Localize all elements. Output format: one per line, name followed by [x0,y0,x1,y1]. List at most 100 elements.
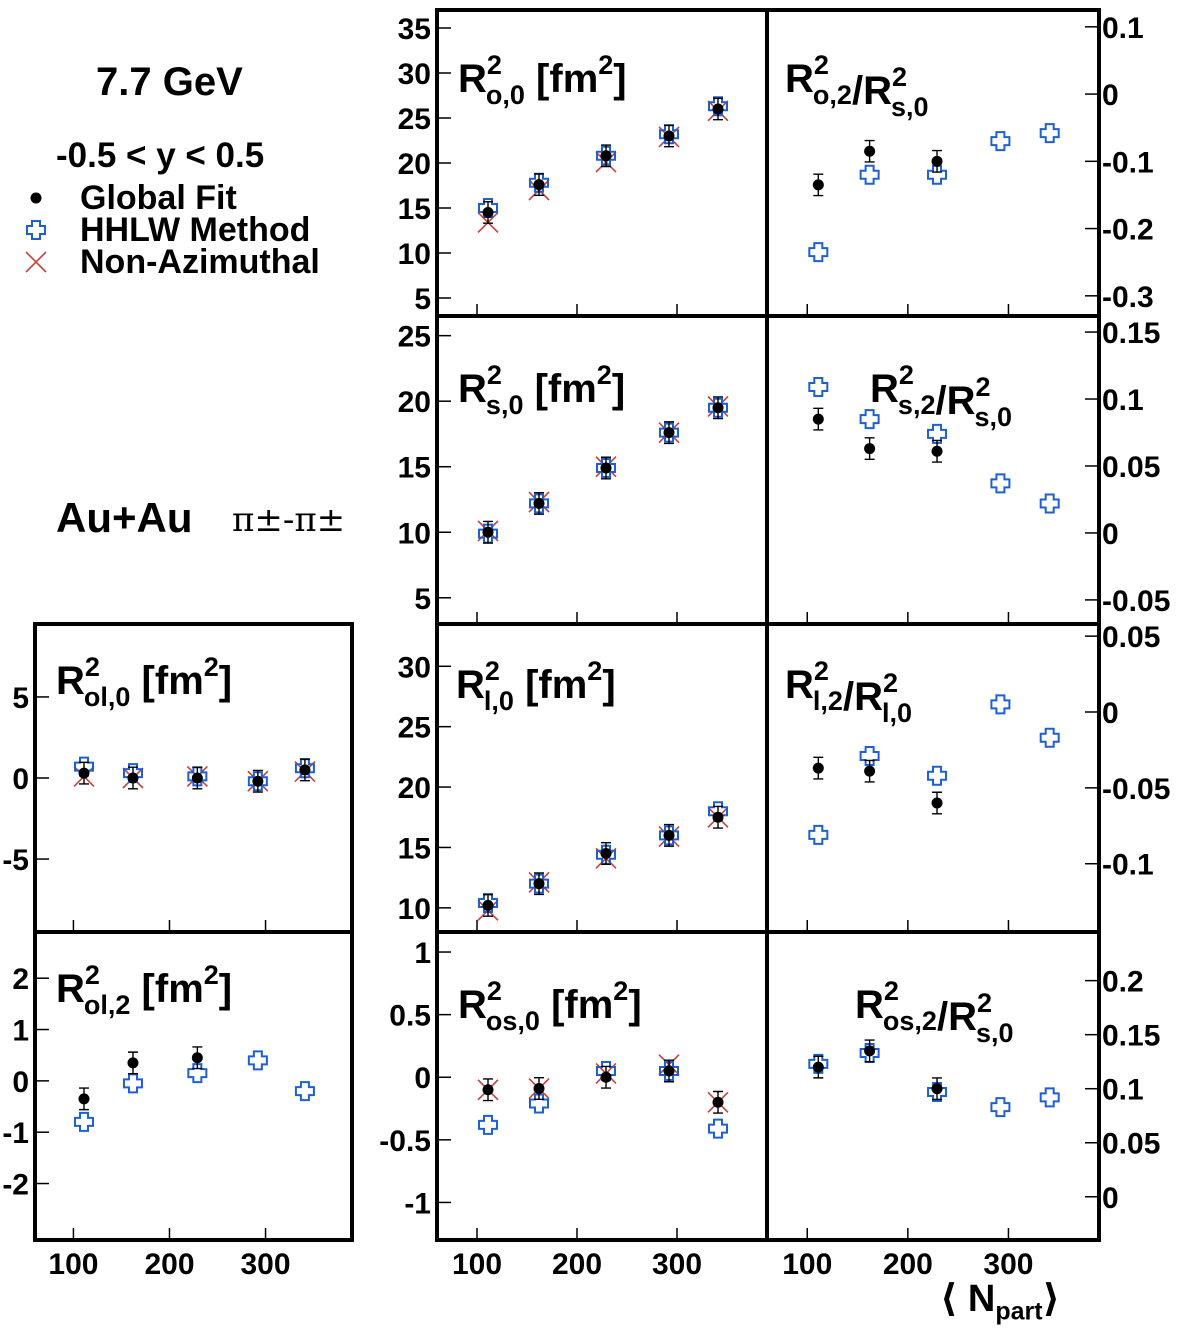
data-point-hhlw [478,893,498,914]
data-point-hhlw [990,473,1011,494]
data-point-global-fit [533,1083,545,1095]
data-point-global-fit [78,1093,90,1105]
data-point-global-fit [600,150,612,162]
data-point-global-fit [533,878,545,890]
panel-title: R2 s,2/R2 s,0 [870,360,1012,432]
chart-panel: 10 15 20 25 30 R2 l,0 [fm2] [398,622,769,934]
panel-frame [765,930,1101,1242]
data-point-hhlw [708,96,728,117]
y-tick-label: 15 [398,193,431,226]
data-point-hhlw [1039,123,1060,144]
y-tick-label: 5 [12,682,29,715]
panel-title: R2 ol,2 [fm2] [56,960,232,1020]
data-point-global-fit [864,765,876,777]
data-point-global-fit [482,207,494,218]
legend-marker [0,244,62,280]
data-point-global-fit [864,145,876,157]
data-point-hhlw [708,1118,728,1139]
data-point-hhlw [659,1060,679,1081]
y-tick-label: 20 [398,772,431,805]
data-point-global-fit [533,179,545,191]
x-tick-label: 300 [241,1248,291,1281]
x-axis-label-prefix: ⟨ N [940,1278,996,1320]
data-point-global-fit [663,1065,675,1077]
y-tick-label: 15 [398,832,431,865]
data-point-global-fit [663,829,675,841]
data-point-hhlw [596,458,616,479]
y-tick-label: 0.2 [1102,966,1144,999]
data-point-global-fit [78,767,90,779]
x-axis-label-suffix: ⟩ [1042,1278,1060,1320]
data-point-global-fit [712,1096,724,1108]
y-tick-label: -0.1 [1102,146,1154,179]
chart-panel: 0 0.05 0.1 0.15 0.2 100 200 300 R2 os,2/R2 s,0 [765,930,1160,1281]
y-tick-label: 10 [398,517,431,550]
y-tick-label: 0 [414,1062,431,1095]
panel-title: R2 o,2/R2 s,0 [785,50,929,122]
x-axis-label: ⟨ Npart⟩ [940,1276,1060,1327]
y-tick-label: 0.05 [1102,1128,1160,1161]
y-tick-label: 0 [12,763,29,796]
x-tick-label: 100 [452,1248,502,1281]
panel-title: R2 s,0 [fm2] [458,360,625,420]
data-point-global-fit [127,772,139,784]
data-point-hhlw [26,220,46,240]
data-point-global-fit [482,899,494,911]
data-point-global-fit [600,847,612,859]
data-point-hhlw [478,1114,498,1135]
y-tick-label: 20 [398,148,431,181]
chart-panel: -0.3 -0.2 -0.1 0 0.1 R2 o,2/R2 s,0 [765,8,1154,318]
data-point-global-fit [663,427,675,439]
data-point-hhlw [927,164,948,185]
y-tick-label: 0.1 [1102,12,1144,45]
y-tick-label: 5 [414,583,431,616]
panel-title: R2 os,0 [fm2] [458,976,642,1036]
chart-panel: -0.1 -0.05 0 0.05 R2 l,2/R2 l,0 [765,621,1170,934]
legend-item: Non-Azimuthal [0,244,320,280]
y-tick-label: -0.05 [1102,585,1170,618]
data-point-hhlw [529,873,549,894]
chart-panel: -5 0 5 R2 ol,0 [fm2] [2,622,354,934]
y-tick-label: -0.05 [1102,773,1170,806]
data-point-global-fit [482,526,494,538]
data-point-hhlw [990,694,1011,715]
data-point-global-fit [931,155,943,167]
y-tick-label: 0.05 [1102,451,1160,484]
y-tick-label: 0 [1102,79,1119,112]
legend-item: Global Fit [0,180,237,216]
data-point-global-fit [30,192,42,204]
data-point-global-fit [663,130,675,142]
x-tick-label: 200 [552,1248,602,1281]
panel-frame [33,930,354,1242]
panel-title: R2 l,0 [fm2] [456,656,616,716]
data-point-hhlw [659,825,679,846]
data-point-global-fit [712,103,724,115]
data-point-global-fit [931,1083,943,1095]
data-point-hhlw [808,242,829,263]
x-tick-label: 200 [883,1248,933,1281]
panel-title: R2 ol,0 [fm2] [56,652,232,712]
y-tick-label: -1 [2,1117,29,1150]
y-tick-label: 10 [398,238,431,271]
y-tick-label: 35 [398,13,431,46]
data-point-hhlw [990,131,1011,152]
chart-panel: 5 10 15 20 25 30 35 R2 o,0 [fm2] [398,8,769,318]
panel-title: R2 os,2/R2 s,0 [855,976,1014,1048]
y-tick-label: 0.1 [1102,384,1144,417]
legend-marker [0,212,62,248]
y-tick-label: 15 [398,452,431,485]
data-point-global-fit [712,811,724,823]
data-point-hhlw [529,172,549,193]
y-tick-label: 5 [414,283,431,316]
x-axis-label-sub: part [995,1297,1043,1326]
data-point-global-fit [600,1071,612,1083]
y-tick-label: 25 [398,712,431,745]
chart-panel: 5 10 15 20 25 R2 s,0 [fm2] [398,314,769,626]
pair-label: π±-π± [232,500,346,540]
y-tick-label: 25 [398,321,431,354]
system-label: Au+Au [56,494,193,541]
y-tick-label: 0 [1102,518,1119,551]
data-point-hhlw [859,409,880,430]
y-tick-label: -5 [2,844,29,877]
